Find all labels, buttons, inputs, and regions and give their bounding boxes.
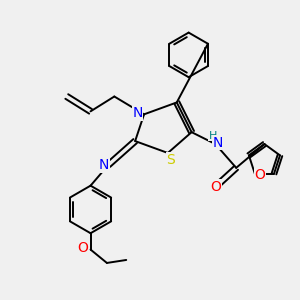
Text: S: S (167, 152, 175, 167)
Text: H: H (209, 131, 217, 141)
Text: O: O (210, 180, 221, 194)
Text: N: N (99, 158, 109, 172)
Text: N: N (132, 106, 143, 120)
Text: O: O (78, 241, 88, 255)
Text: O: O (255, 168, 266, 182)
Text: N: N (213, 136, 223, 150)
